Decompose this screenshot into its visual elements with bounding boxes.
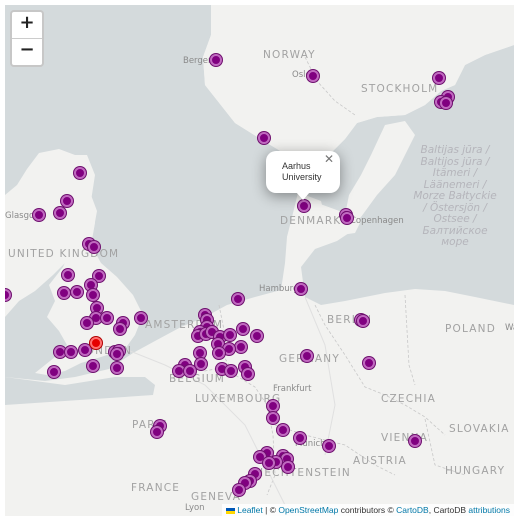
location-marker[interactable] xyxy=(86,288,99,301)
label-lyon: Lyon xyxy=(185,503,205,513)
location-marker[interactable] xyxy=(61,268,74,281)
label-denmark: DENMARK xyxy=(280,215,342,227)
location-marker[interactable] xyxy=(362,356,375,369)
label-norway: NORWAY xyxy=(263,49,316,61)
location-marker[interactable] xyxy=(60,194,73,207)
location-marker[interactable] xyxy=(276,423,289,436)
label-sweden-stockholm: STOCKHOLM xyxy=(361,83,439,95)
location-marker[interactable] xyxy=(194,357,207,370)
location-marker[interactable] xyxy=(253,450,266,463)
location-marker[interactable] xyxy=(172,364,185,377)
osm-link[interactable]: OpenStreetMap xyxy=(278,505,339,515)
location-marker[interactable] xyxy=(5,288,11,301)
location-marker[interactable] xyxy=(266,411,279,424)
location-marker[interactable] xyxy=(432,71,445,84)
location-marker[interactable] xyxy=(47,365,60,378)
location-marker[interactable] xyxy=(64,345,77,358)
label-vienna: VIENNA xyxy=(381,432,429,444)
marker-popup: ✕ Aarhus University xyxy=(266,151,340,200)
location-marker[interactable] xyxy=(300,349,313,362)
location-marker[interactable] xyxy=(297,199,310,212)
location-marker[interactable] xyxy=(232,483,245,496)
carto-link[interactable]: CartoDB xyxy=(396,505,429,515)
location-marker[interactable] xyxy=(150,425,163,438)
label-liechtenstein: LIECHTENSTEIN xyxy=(253,467,351,479)
ukraine-flag-icon xyxy=(226,507,236,514)
location-marker[interactable] xyxy=(70,285,83,298)
leaflet-link[interactable]: Leaflet xyxy=(237,505,263,515)
location-marker[interactable] xyxy=(262,456,275,469)
label-munich: Munich xyxy=(295,439,326,449)
location-marker[interactable] xyxy=(322,439,335,452)
label-hamburg: Hamburg xyxy=(259,284,299,294)
location-marker[interactable] xyxy=(266,399,279,412)
label-poland: POLAND xyxy=(445,323,497,335)
zoom-out-button[interactable]: − xyxy=(12,38,42,65)
location-marker[interactable] xyxy=(110,361,123,374)
location-marker[interactable] xyxy=(236,322,249,335)
selected-location-marker[interactable] xyxy=(89,336,102,349)
basemap xyxy=(5,5,514,516)
location-marker[interactable] xyxy=(281,460,294,473)
location-marker[interactable] xyxy=(183,364,196,377)
location-marker[interactable] xyxy=(223,328,236,341)
label-slovakia: SLOVAKIA xyxy=(449,423,510,435)
attribution: Leaflet | © OpenStreetMap contributors ©… xyxy=(222,504,514,516)
popup-tip xyxy=(296,192,310,200)
location-marker[interactable] xyxy=(110,347,123,360)
label-glasgow: Glasgow xyxy=(5,211,42,221)
label-oslo: Oslo xyxy=(292,70,311,80)
label-austria: AUSTRIA xyxy=(353,455,407,467)
label-belgium: BELGIUM xyxy=(169,373,226,385)
location-marker[interactable] xyxy=(212,346,225,359)
popup-close-icon[interactable]: ✕ xyxy=(323,152,334,166)
location-marker[interactable] xyxy=(241,367,254,380)
location-marker[interactable] xyxy=(293,431,306,444)
location-marker[interactable] xyxy=(113,322,126,335)
location-marker[interactable] xyxy=(209,53,222,66)
location-marker[interactable] xyxy=(408,434,421,447)
label-baltic-sea: Baltijas jūra / Baltijos jūra / Itämeri … xyxy=(413,144,497,248)
label-czechia: CZECHIA xyxy=(381,393,437,405)
location-marker[interactable] xyxy=(356,314,369,327)
location-marker[interactable] xyxy=(32,208,45,221)
location-marker[interactable] xyxy=(193,346,206,359)
location-marker[interactable] xyxy=(231,292,244,305)
label-warszawa: Wa xyxy=(505,323,514,333)
label-luxembourg: LUXEMBOURG xyxy=(195,393,282,405)
attributions-link[interactable]: attributions xyxy=(468,505,510,515)
label-hungary: HUNGARY xyxy=(445,465,506,477)
map-view[interactable]: NORWAY Bergen Oslo STOCKHOLM DENMARK Cop… xyxy=(5,5,514,516)
label-bergen: Bergen xyxy=(183,56,214,66)
location-marker[interactable] xyxy=(439,96,452,109)
label-copenhagen: Copenhagen xyxy=(350,216,404,226)
location-marker[interactable] xyxy=(224,364,237,377)
location-marker[interactable] xyxy=(100,311,113,324)
label-united-kingdom: UNITED KINGDOM xyxy=(8,248,120,260)
location-marker[interactable] xyxy=(86,359,99,372)
location-marker[interactable] xyxy=(340,211,353,224)
location-marker[interactable] xyxy=(257,131,270,144)
label-france: FRANCE xyxy=(131,482,181,494)
zoom-in-button[interactable]: + xyxy=(19,12,35,33)
location-marker[interactable] xyxy=(306,69,319,82)
label-frankfurt: Frankfurt xyxy=(273,384,312,394)
location-marker[interactable] xyxy=(53,345,66,358)
location-marker[interactable] xyxy=(92,269,105,282)
location-marker[interactable] xyxy=(78,343,91,356)
location-marker[interactable] xyxy=(57,286,70,299)
location-marker[interactable] xyxy=(53,206,66,219)
location-marker[interactable] xyxy=(73,166,86,179)
location-marker[interactable] xyxy=(294,282,307,295)
location-marker[interactable] xyxy=(80,316,93,329)
popup-text: Aarhus University xyxy=(282,161,322,182)
label-geneva: GENEVA xyxy=(191,491,242,503)
location-marker[interactable] xyxy=(250,329,263,342)
location-marker[interactable] xyxy=(134,311,147,324)
location-marker[interactable] xyxy=(234,340,247,353)
zoom-control: + − xyxy=(10,10,44,67)
location-marker[interactable] xyxy=(87,240,100,253)
